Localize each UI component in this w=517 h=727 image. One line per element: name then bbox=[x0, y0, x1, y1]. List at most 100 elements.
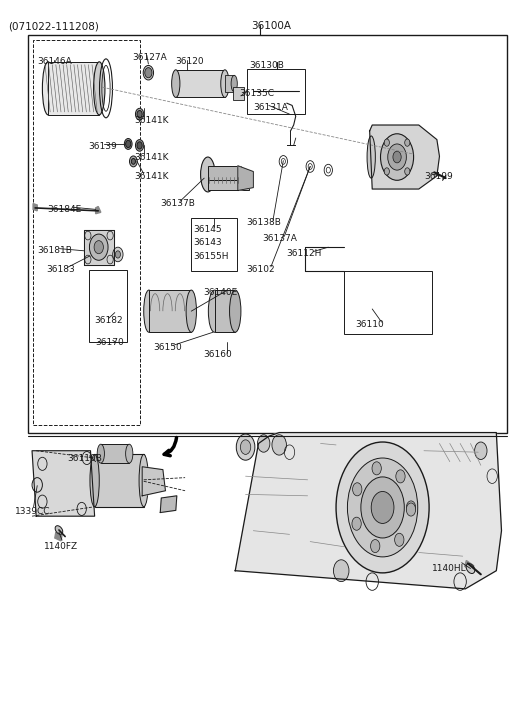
Circle shape bbox=[113, 247, 123, 262]
Circle shape bbox=[94, 241, 103, 254]
Text: 36160: 36160 bbox=[204, 350, 233, 359]
Text: 36131A: 36131A bbox=[253, 103, 288, 112]
Circle shape bbox=[115, 251, 120, 258]
Text: 36110B: 36110B bbox=[67, 454, 102, 462]
Circle shape bbox=[396, 470, 405, 483]
Bar bbox=[89, 270, 127, 342]
Ellipse shape bbox=[55, 526, 63, 534]
Ellipse shape bbox=[208, 290, 221, 332]
Ellipse shape bbox=[129, 156, 138, 166]
Text: 36127A: 36127A bbox=[132, 53, 166, 62]
Bar bbox=[247, 69, 305, 114]
Circle shape bbox=[137, 142, 142, 149]
Bar bbox=[191, 218, 237, 271]
Ellipse shape bbox=[221, 70, 229, 97]
Text: 36100A: 36100A bbox=[251, 21, 291, 31]
Circle shape bbox=[333, 560, 349, 582]
Circle shape bbox=[384, 168, 389, 175]
Circle shape bbox=[394, 533, 404, 546]
Circle shape bbox=[352, 517, 361, 530]
Circle shape bbox=[371, 491, 394, 523]
Ellipse shape bbox=[42, 62, 54, 115]
Ellipse shape bbox=[230, 290, 241, 332]
Circle shape bbox=[137, 111, 142, 118]
Bar bbox=[233, 87, 244, 100]
Text: 36139: 36139 bbox=[88, 142, 117, 150]
Bar bbox=[215, 290, 235, 332]
Polygon shape bbox=[370, 125, 439, 189]
Text: 36146A: 36146A bbox=[37, 57, 72, 66]
Bar bbox=[225, 76, 234, 92]
Circle shape bbox=[371, 539, 380, 553]
Text: 1140FZ: 1140FZ bbox=[44, 542, 78, 550]
Ellipse shape bbox=[139, 454, 148, 507]
Bar bbox=[149, 290, 191, 332]
Bar bbox=[28, 35, 507, 433]
Circle shape bbox=[126, 140, 131, 148]
Ellipse shape bbox=[143, 65, 154, 80]
Polygon shape bbox=[55, 532, 62, 541]
Text: 36137A: 36137A bbox=[263, 234, 297, 243]
Circle shape bbox=[406, 501, 416, 514]
Text: 36199: 36199 bbox=[424, 172, 453, 180]
Text: 36145: 36145 bbox=[193, 225, 221, 234]
Text: 36141K: 36141K bbox=[134, 116, 169, 125]
Text: 36183: 36183 bbox=[47, 265, 75, 274]
Circle shape bbox=[240, 440, 251, 454]
Text: 36102: 36102 bbox=[246, 265, 275, 273]
Text: 36155H: 36155H bbox=[193, 252, 229, 260]
Ellipse shape bbox=[144, 290, 154, 332]
Bar bbox=[101, 444, 129, 463]
Bar bbox=[95, 454, 144, 507]
Circle shape bbox=[89, 234, 108, 260]
Polygon shape bbox=[465, 561, 474, 571]
Polygon shape bbox=[160, 496, 177, 513]
Circle shape bbox=[384, 139, 389, 146]
Circle shape bbox=[405, 139, 410, 146]
Circle shape bbox=[381, 134, 414, 180]
Text: 1339CC: 1339CC bbox=[14, 507, 50, 516]
Circle shape bbox=[353, 483, 362, 496]
Text: 36120: 36120 bbox=[176, 57, 204, 66]
Circle shape bbox=[336, 442, 429, 573]
Circle shape bbox=[475, 442, 487, 459]
Ellipse shape bbox=[367, 136, 375, 178]
Text: 36182: 36182 bbox=[95, 316, 123, 325]
Ellipse shape bbox=[126, 444, 133, 463]
Text: 36135C: 36135C bbox=[239, 89, 274, 97]
Polygon shape bbox=[238, 166, 253, 190]
Text: 36184E: 36184E bbox=[48, 205, 82, 214]
Bar bbox=[208, 166, 241, 180]
Polygon shape bbox=[33, 204, 37, 211]
Ellipse shape bbox=[172, 70, 180, 97]
Text: 36181B: 36181B bbox=[37, 246, 72, 255]
Ellipse shape bbox=[90, 454, 99, 507]
Circle shape bbox=[145, 68, 152, 78]
Circle shape bbox=[372, 462, 382, 475]
Text: 36130B: 36130B bbox=[249, 61, 284, 70]
Ellipse shape bbox=[231, 76, 237, 92]
Bar bbox=[33, 40, 140, 425]
Ellipse shape bbox=[135, 108, 144, 120]
Circle shape bbox=[257, 435, 270, 452]
Ellipse shape bbox=[201, 157, 215, 192]
Bar bbox=[48, 62, 99, 115]
Text: 36170: 36170 bbox=[96, 338, 125, 347]
Ellipse shape bbox=[94, 62, 105, 115]
Circle shape bbox=[405, 168, 410, 175]
Text: 36137B: 36137B bbox=[160, 199, 195, 208]
Ellipse shape bbox=[186, 290, 196, 332]
Polygon shape bbox=[84, 230, 114, 265]
Circle shape bbox=[272, 435, 286, 455]
Circle shape bbox=[406, 503, 416, 516]
Circle shape bbox=[388, 144, 406, 170]
Polygon shape bbox=[235, 433, 501, 589]
Text: 36138B: 36138B bbox=[246, 218, 281, 227]
Text: 36140E: 36140E bbox=[204, 288, 238, 297]
Circle shape bbox=[236, 434, 255, 460]
Text: 1140HL: 1140HL bbox=[432, 564, 466, 573]
Polygon shape bbox=[142, 467, 165, 496]
Circle shape bbox=[393, 151, 401, 163]
Bar bbox=[344, 271, 432, 334]
Text: 36110: 36110 bbox=[356, 320, 385, 329]
